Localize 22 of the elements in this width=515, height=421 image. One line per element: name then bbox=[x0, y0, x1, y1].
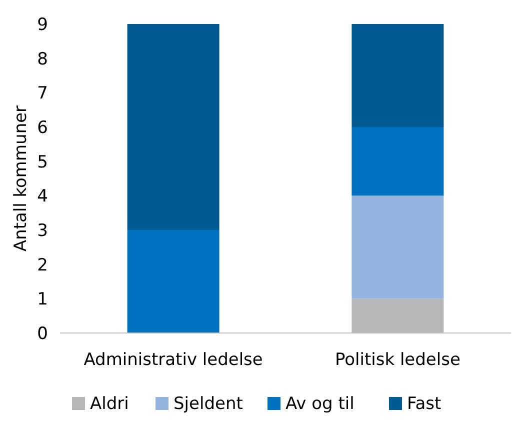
bar bbox=[352, 127, 444, 196]
bar bbox=[127, 230, 220, 333]
legend-label: Aldri bbox=[90, 394, 129, 414]
y-tick-label: 3 bbox=[37, 220, 48, 241]
y-tick-label: 6 bbox=[37, 118, 48, 138]
y-tick-label: 1 bbox=[37, 290, 48, 310]
y-tick-label: 4 bbox=[37, 186, 48, 207]
bar bbox=[127, 24, 220, 230]
x-tick-label: Administrativ ledelse bbox=[84, 350, 263, 370]
y-axis-title: Antall kommuner bbox=[11, 105, 31, 252]
y-tick-label: 9 bbox=[37, 14, 48, 35]
y-tick-label: 7 bbox=[37, 84, 48, 104]
legend-label: Fast bbox=[407, 394, 442, 414]
y-tick-label: 5 bbox=[37, 152, 48, 172]
y-tick-label: 8 bbox=[37, 49, 48, 70]
x-tick-label: Politisk ledelse bbox=[334, 350, 460, 370]
legend-label: Av og til bbox=[286, 394, 354, 414]
y-tick-label: 2 bbox=[37, 255, 48, 276]
legend-label: Sjeldent bbox=[174, 394, 244, 414]
bar bbox=[352, 24, 444, 127]
y-tick-label: 0 bbox=[37, 324, 48, 344]
bar bbox=[352, 196, 444, 299]
